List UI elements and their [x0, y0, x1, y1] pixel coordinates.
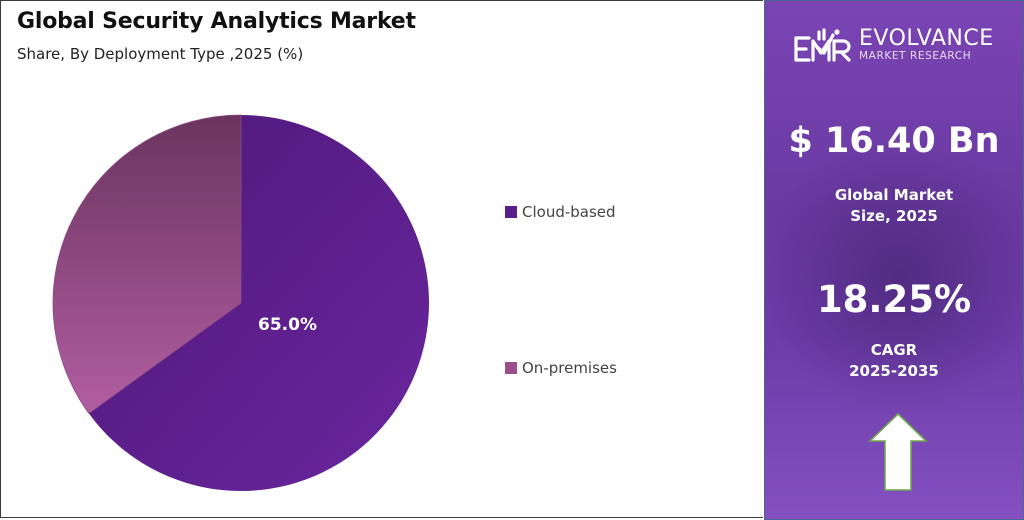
legend-swatch-on-premises: [505, 362, 517, 374]
market-size-label: Global Market Size, 2025: [765, 185, 1023, 227]
pie-chart: 65.0%: [45, 108, 437, 500]
summary-panel: EVOLVANCE MARKET RESEARCH $ 16.40 Bn Glo…: [764, 0, 1024, 520]
cagr-label: CAGR 2025-2035: [765, 340, 1023, 382]
arrow-up-icon: [868, 412, 928, 491]
cagr-label-line1: CAGR: [870, 341, 918, 359]
pie-data-label-cloud-based: 65.0%: [258, 315, 317, 335]
legend-swatch-cloud-based: [505, 206, 517, 218]
market-size-label-line2: Size, 2025: [850, 207, 938, 225]
emr-logo-icon: [794, 28, 851, 62]
market-size-label-line1: Global Market: [834, 186, 954, 204]
chart-panel: Global Security Analytics Market Share, …: [0, 0, 763, 518]
pie-slice-cloud-based[interactable]: [88, 115, 429, 491]
brand-logo: EVOLVANCE MARKET RESEARCH: [793, 27, 994, 63]
brand-tagline: MARKET RESEARCH: [859, 49, 972, 62]
pie-slice-on-premises[interactable]: [52, 114, 242, 415]
chart-title: Global Security Analytics Market: [17, 9, 416, 34]
pie-svg: [52, 114, 429, 491]
legend-label: On-premises: [522, 359, 617, 377]
cagr-label-line2: 2025-2035: [849, 362, 939, 380]
legend-label: Cloud-based: [522, 203, 616, 221]
cagr-value: 18.25%: [816, 278, 972, 321]
market-size-value: $ 16.40 Bn: [788, 121, 1000, 161]
brand-name: EVOLVANCE: [859, 25, 994, 51]
chart-subtitle: Share, By Deployment Type ,2025 (%): [17, 45, 304, 63]
legend-item-on-premises[interactable]: On-premises: [505, 359, 617, 377]
legend-item-cloud-based[interactable]: Cloud-based: [505, 203, 616, 221]
